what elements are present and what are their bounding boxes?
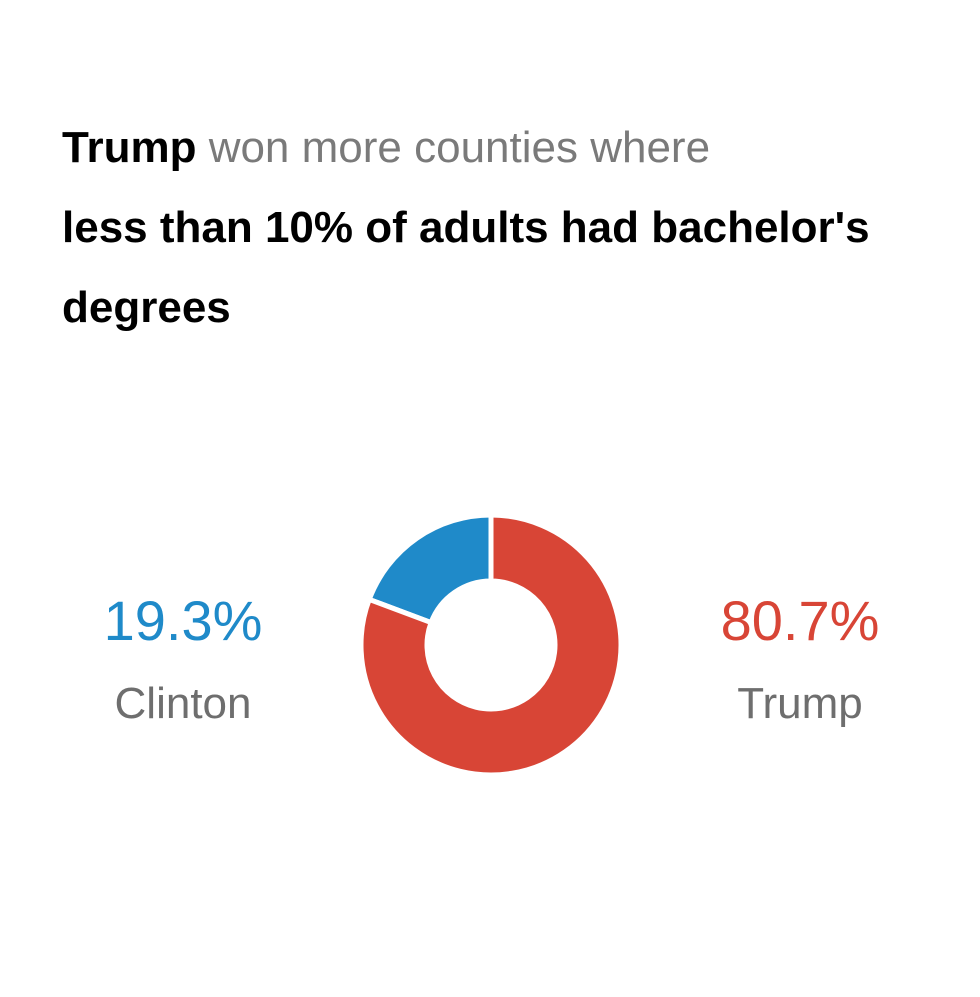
- legend-label: Clinton: [115, 679, 252, 728]
- value-label: 80.7%: [721, 589, 880, 652]
- title-part: won more counties where: [208, 123, 711, 172]
- value-label: 19.3%: [104, 589, 263, 652]
- title-part: less than 10% of adults had bachelor's d…: [62, 203, 870, 332]
- legend-label: Trump: [737, 679, 863, 728]
- title-part: Trump: [62, 123, 197, 172]
- slice: [358, 512, 624, 778]
- slice: [366, 512, 494, 626]
- chart-title: Trump won more counties where less than 1…: [62, 108, 882, 348]
